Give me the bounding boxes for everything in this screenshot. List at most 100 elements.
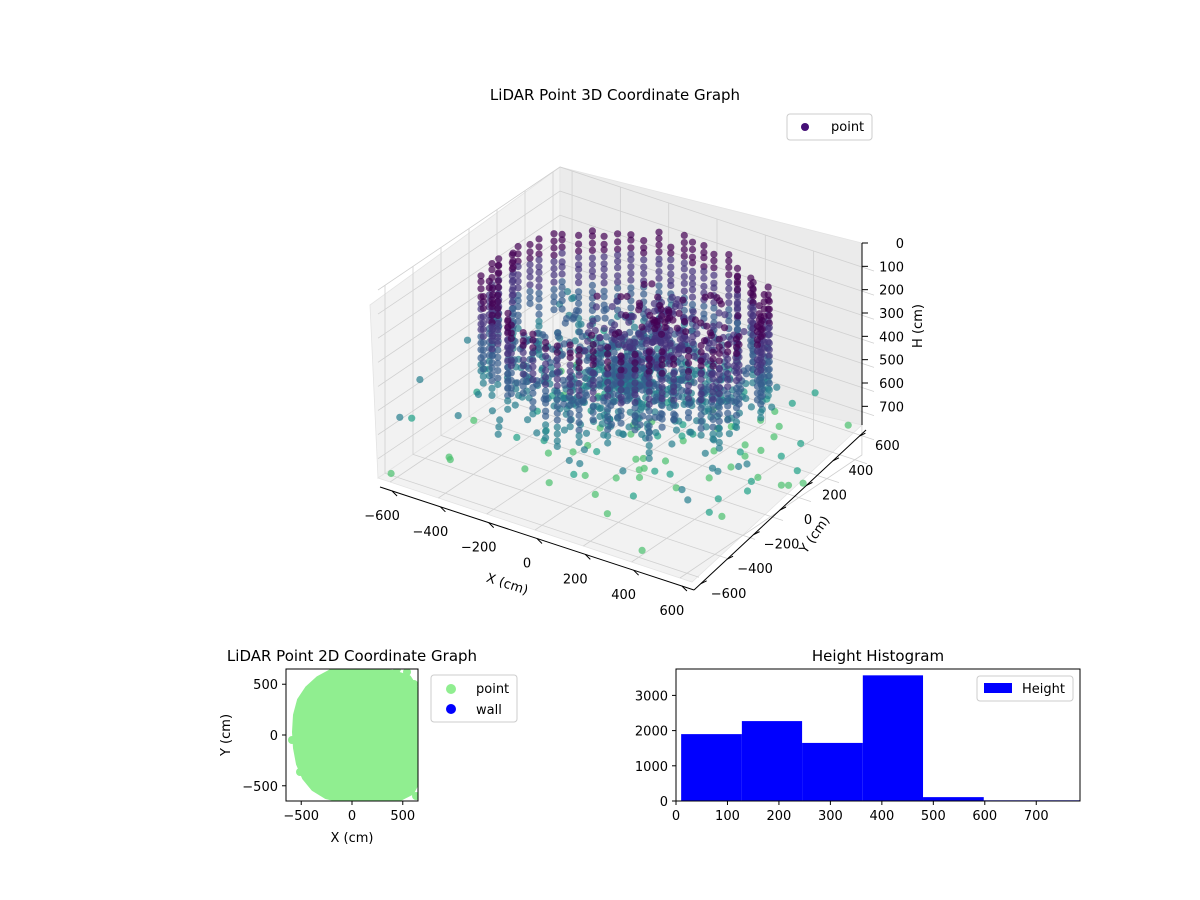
y-tick-label: 0 [660, 795, 668, 810]
scatter3d-point [488, 337, 496, 345]
scatter3d-point [519, 370, 527, 378]
scatter3d-point [526, 267, 534, 275]
scatter3d-point [678, 376, 686, 384]
scatter3d-point [753, 336, 762, 344]
scatter3d-point [764, 392, 772, 400]
scatter3d-point [651, 325, 659, 333]
scatter3d-point [688, 253, 697, 261]
scatter3d-point [709, 369, 717, 378]
scatter3d-point [519, 362, 527, 370]
scatter3d-point [566, 374, 574, 382]
scatter3d-point [713, 294, 721, 302]
scatter3d-point [684, 496, 692, 504]
scatter3d-point [627, 250, 635, 258]
scatter3d-point [593, 292, 601, 300]
scatter3d-point [550, 244, 558, 252]
scatter3d-point [550, 292, 558, 301]
scatter3d-point [560, 426, 569, 434]
scatter3d-point [680, 239, 688, 247]
scatter3d-point [697, 418, 705, 426]
histogram-chart: Height Histogram 0 100 200 300 400 500 600 7000… [635, 647, 1081, 824]
scatter3d-point [654, 293, 662, 301]
scatter3d-point [732, 349, 741, 358]
scatter3d-point [640, 280, 648, 288]
scatter3d-point [658, 423, 666, 431]
scatter3d-point [709, 435, 717, 443]
scatter3d-point [561, 381, 569, 389]
scatter3d-point [507, 369, 515, 377]
scatter3d-point [718, 512, 726, 521]
scatter3d-point [566, 410, 574, 418]
scatter3d-point [477, 278, 485, 286]
scatter3d-point [581, 374, 589, 382]
scatter3d-point [655, 241, 663, 249]
x-tick-mark [681, 585, 688, 592]
scatter3d-point [600, 260, 608, 268]
x-tick-label: 400 [869, 809, 894, 824]
scatter3d-point [550, 286, 558, 294]
scatter3d-point [446, 456, 454, 464]
scatter3d-point [645, 368, 653, 376]
scatter3d-point [658, 369, 666, 377]
scatter3d-point [680, 317, 689, 326]
scatter3d-point [682, 328, 690, 336]
scatter3d-point [553, 402, 561, 411]
scatter3d-point [529, 389, 537, 397]
scatter3d-point [589, 361, 597, 369]
scatter3d-point [596, 334, 604, 342]
scatter3d-point [680, 287, 688, 295]
scatter3d-point [721, 324, 729, 332]
scatter3d-point [504, 405, 512, 413]
scatter3d-point [645, 395, 653, 403]
scatter3d-point [529, 376, 537, 384]
scatter3d-point [488, 384, 496, 392]
scatter3d-point [507, 343, 515, 351]
scatter3d-point [542, 345, 550, 353]
scatter3d-point [670, 375, 678, 383]
scatter3d-point [631, 386, 639, 394]
scatter3d-point [724, 376, 732, 384]
scatter3d-point [715, 364, 723, 372]
scatter3d-point [709, 388, 717, 396]
scatter3d-point [600, 265, 608, 273]
scatter3d-point [535, 310, 543, 318]
scatter3d-point [625, 318, 633, 326]
x-tick-label: −400 [413, 525, 449, 540]
scatter3d-point [688, 280, 697, 288]
scatter3d-point [740, 328, 748, 336]
scatter3d-point [614, 251, 622, 259]
scatter3d-point [489, 284, 497, 292]
scatter3d-point [575, 346, 583, 354]
scatter3d-point [688, 300, 697, 309]
scatter3d-point [550, 237, 558, 245]
scatter3d-point [680, 279, 688, 287]
scatter3d-point [770, 433, 778, 441]
scatter3d-point [733, 293, 742, 301]
scatter3d-point [589, 395, 597, 403]
scatter3d-point [570, 470, 578, 478]
y-tick-label: −600 [711, 587, 747, 602]
scatter3d-point [575, 240, 583, 248]
scatter3d-point [592, 303, 601, 311]
scatter3d-point [494, 262, 502, 270]
scatter3d-point [697, 319, 705, 327]
y-tick-mark [779, 506, 787, 511]
scatter3d-point [688, 238, 697, 246]
grid-line [377, 190, 875, 315]
scatter3d-point [553, 375, 561, 383]
scatter3d-point [753, 376, 762, 384]
scatter3d-point [631, 359, 639, 367]
scatter3d-point [645, 361, 653, 369]
scatter3d-point [571, 337, 579, 345]
scatter3d-point [710, 257, 718, 265]
scatter3d-point [678, 432, 686, 440]
scatter3d-point [529, 363, 537, 371]
y-tick-mark [832, 457, 840, 462]
x-tick-label: 0 [672, 809, 680, 824]
scatter3d-point [732, 384, 741, 392]
scatter3d-point [765, 365, 773, 373]
scatter3d-point [733, 273, 742, 281]
scatter3d-point [765, 358, 773, 366]
scatter3d-point [488, 345, 496, 353]
scatter3d-point [628, 344, 637, 352]
